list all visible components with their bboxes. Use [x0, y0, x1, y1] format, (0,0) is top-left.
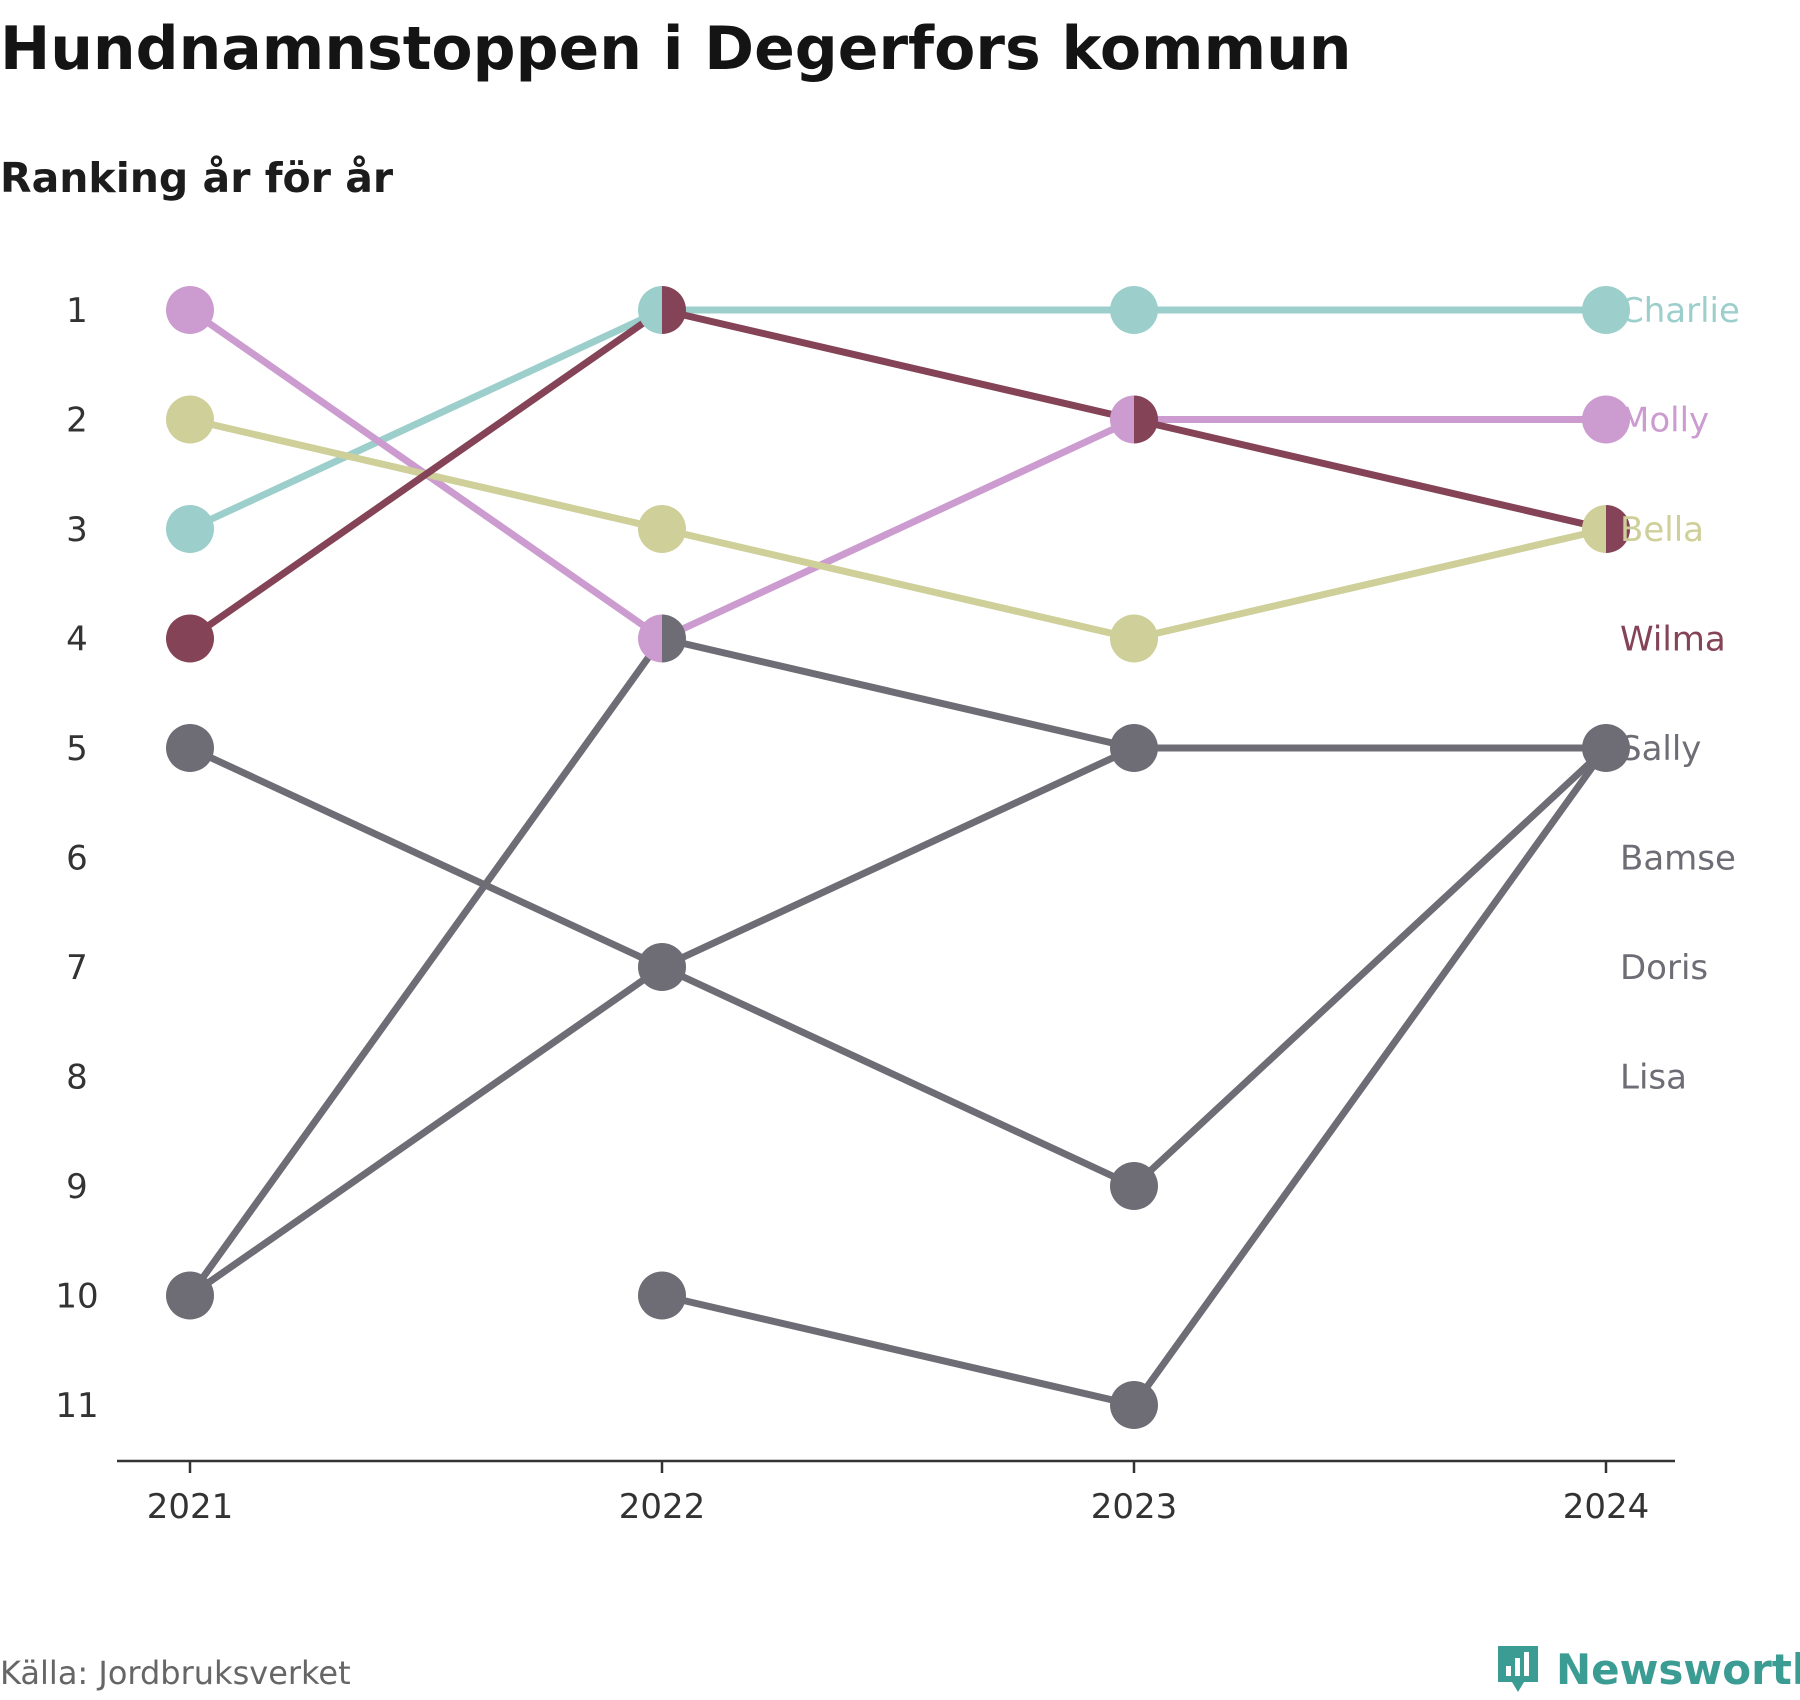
series-end-labels: Charlie Molly Bella Wilma Sally Bamse Doris Lis… [1620, 291, 1740, 1098]
y-tick-label: 10 [55, 1277, 98, 1317]
end-label-molly: Molly [1620, 401, 1709, 441]
point-bamse [166, 724, 214, 772]
x-axis: 2021 2022 2023 2024 [117, 1459, 1675, 1527]
x-tick-label: 2021 [147, 1487, 234, 1527]
end-label-lisa: Lisa [1620, 1058, 1687, 1098]
point-bella-wilma [1606, 505, 1630, 553]
point-molly-sally [638, 614, 662, 663]
end-label-doris: Doris [1620, 948, 1708, 988]
y-tick-label: 3 [66, 510, 88, 550]
series-line-charlie [186, 306, 1610, 533]
series-line-lisa [658, 744, 1610, 1409]
series-line-wilma [186, 306, 1610, 642]
end-label-bella: Bella [1620, 510, 1704, 550]
point-molly-wilma [1134, 395, 1158, 444]
end-label-wilma: Wilma [1620, 620, 1726, 660]
end-label-charlie: Charlie [1620, 291, 1740, 331]
point-charlie [1110, 286, 1158, 334]
point-bella-wilma [1582, 505, 1606, 553]
series-line-molly [186, 306, 1610, 642]
y-tick-label: 1 [66, 291, 88, 331]
point-sally-bamse-doris-lisa [1582, 724, 1630, 772]
point-charlie-wilma [638, 286, 662, 334]
series-lines [186, 306, 1610, 1409]
point-bamse-doris [638, 943, 686, 991]
point-charlie [1582, 286, 1630, 334]
end-label-sally: Sally [1620, 729, 1701, 769]
chart-title: Hundnamnstoppen i Degerfors kommun [0, 14, 1352, 84]
y-tick-label: 5 [66, 729, 88, 769]
point-molly [1582, 395, 1630, 444]
point-charlie [166, 505, 214, 553]
brand-name: Newsworthy [1556, 1644, 1800, 1694]
point-sally-doris [166, 1271, 214, 1320]
y-axis-ticks: 1 2 3 4 5 6 7 8 9 10 11 [55, 291, 98, 1426]
y-tick-label: 2 [66, 401, 88, 441]
end-label-bamse: Bamse [1620, 839, 1736, 879]
series-points [166, 286, 1630, 1429]
y-tick-label: 6 [66, 839, 88, 879]
point-bella [638, 505, 686, 553]
series-line-doris [186, 744, 1610, 1299]
y-tick-label: 8 [66, 1058, 88, 1098]
x-tick-label: 2022 [619, 1487, 706, 1527]
y-tick-label: 11 [55, 1386, 98, 1426]
point-lisa [1110, 1381, 1158, 1429]
chart-subtitle: Ranking år för år [0, 154, 394, 202]
point-molly-wilma [1110, 395, 1134, 444]
bump-chart: 1 2 3 4 5 6 7 8 9 10 11 2021 2022 2023 2024 Charlie Mo… [55, 286, 1740, 1527]
series-line-bamse [186, 744, 1610, 1190]
x-tick-label: 2023 [1091, 1487, 1178, 1527]
point-charlie-wilma [662, 286, 686, 334]
y-tick-label: 7 [66, 948, 88, 988]
brand-logo: Newsworthy [1494, 1642, 1800, 1696]
point-sally-doris [1110, 724, 1158, 772]
series-line-sally [186, 635, 1610, 1299]
point-molly [166, 286, 214, 334]
y-tick-label: 9 [66, 1167, 88, 1207]
point-bella [1110, 614, 1158, 663]
newsworthy-logo-icon [1498, 1646, 1538, 1692]
point-lisa [638, 1271, 686, 1320]
point-bella [166, 395, 214, 444]
y-tick-label: 4 [66, 620, 88, 660]
point-molly-sally [662, 614, 686, 663]
x-tick-label: 2024 [1563, 1487, 1650, 1527]
source-note: Källa: Jordbruksverket [0, 1654, 351, 1692]
point-bamse [1110, 1162, 1158, 1210]
point-wilma [166, 614, 214, 663]
